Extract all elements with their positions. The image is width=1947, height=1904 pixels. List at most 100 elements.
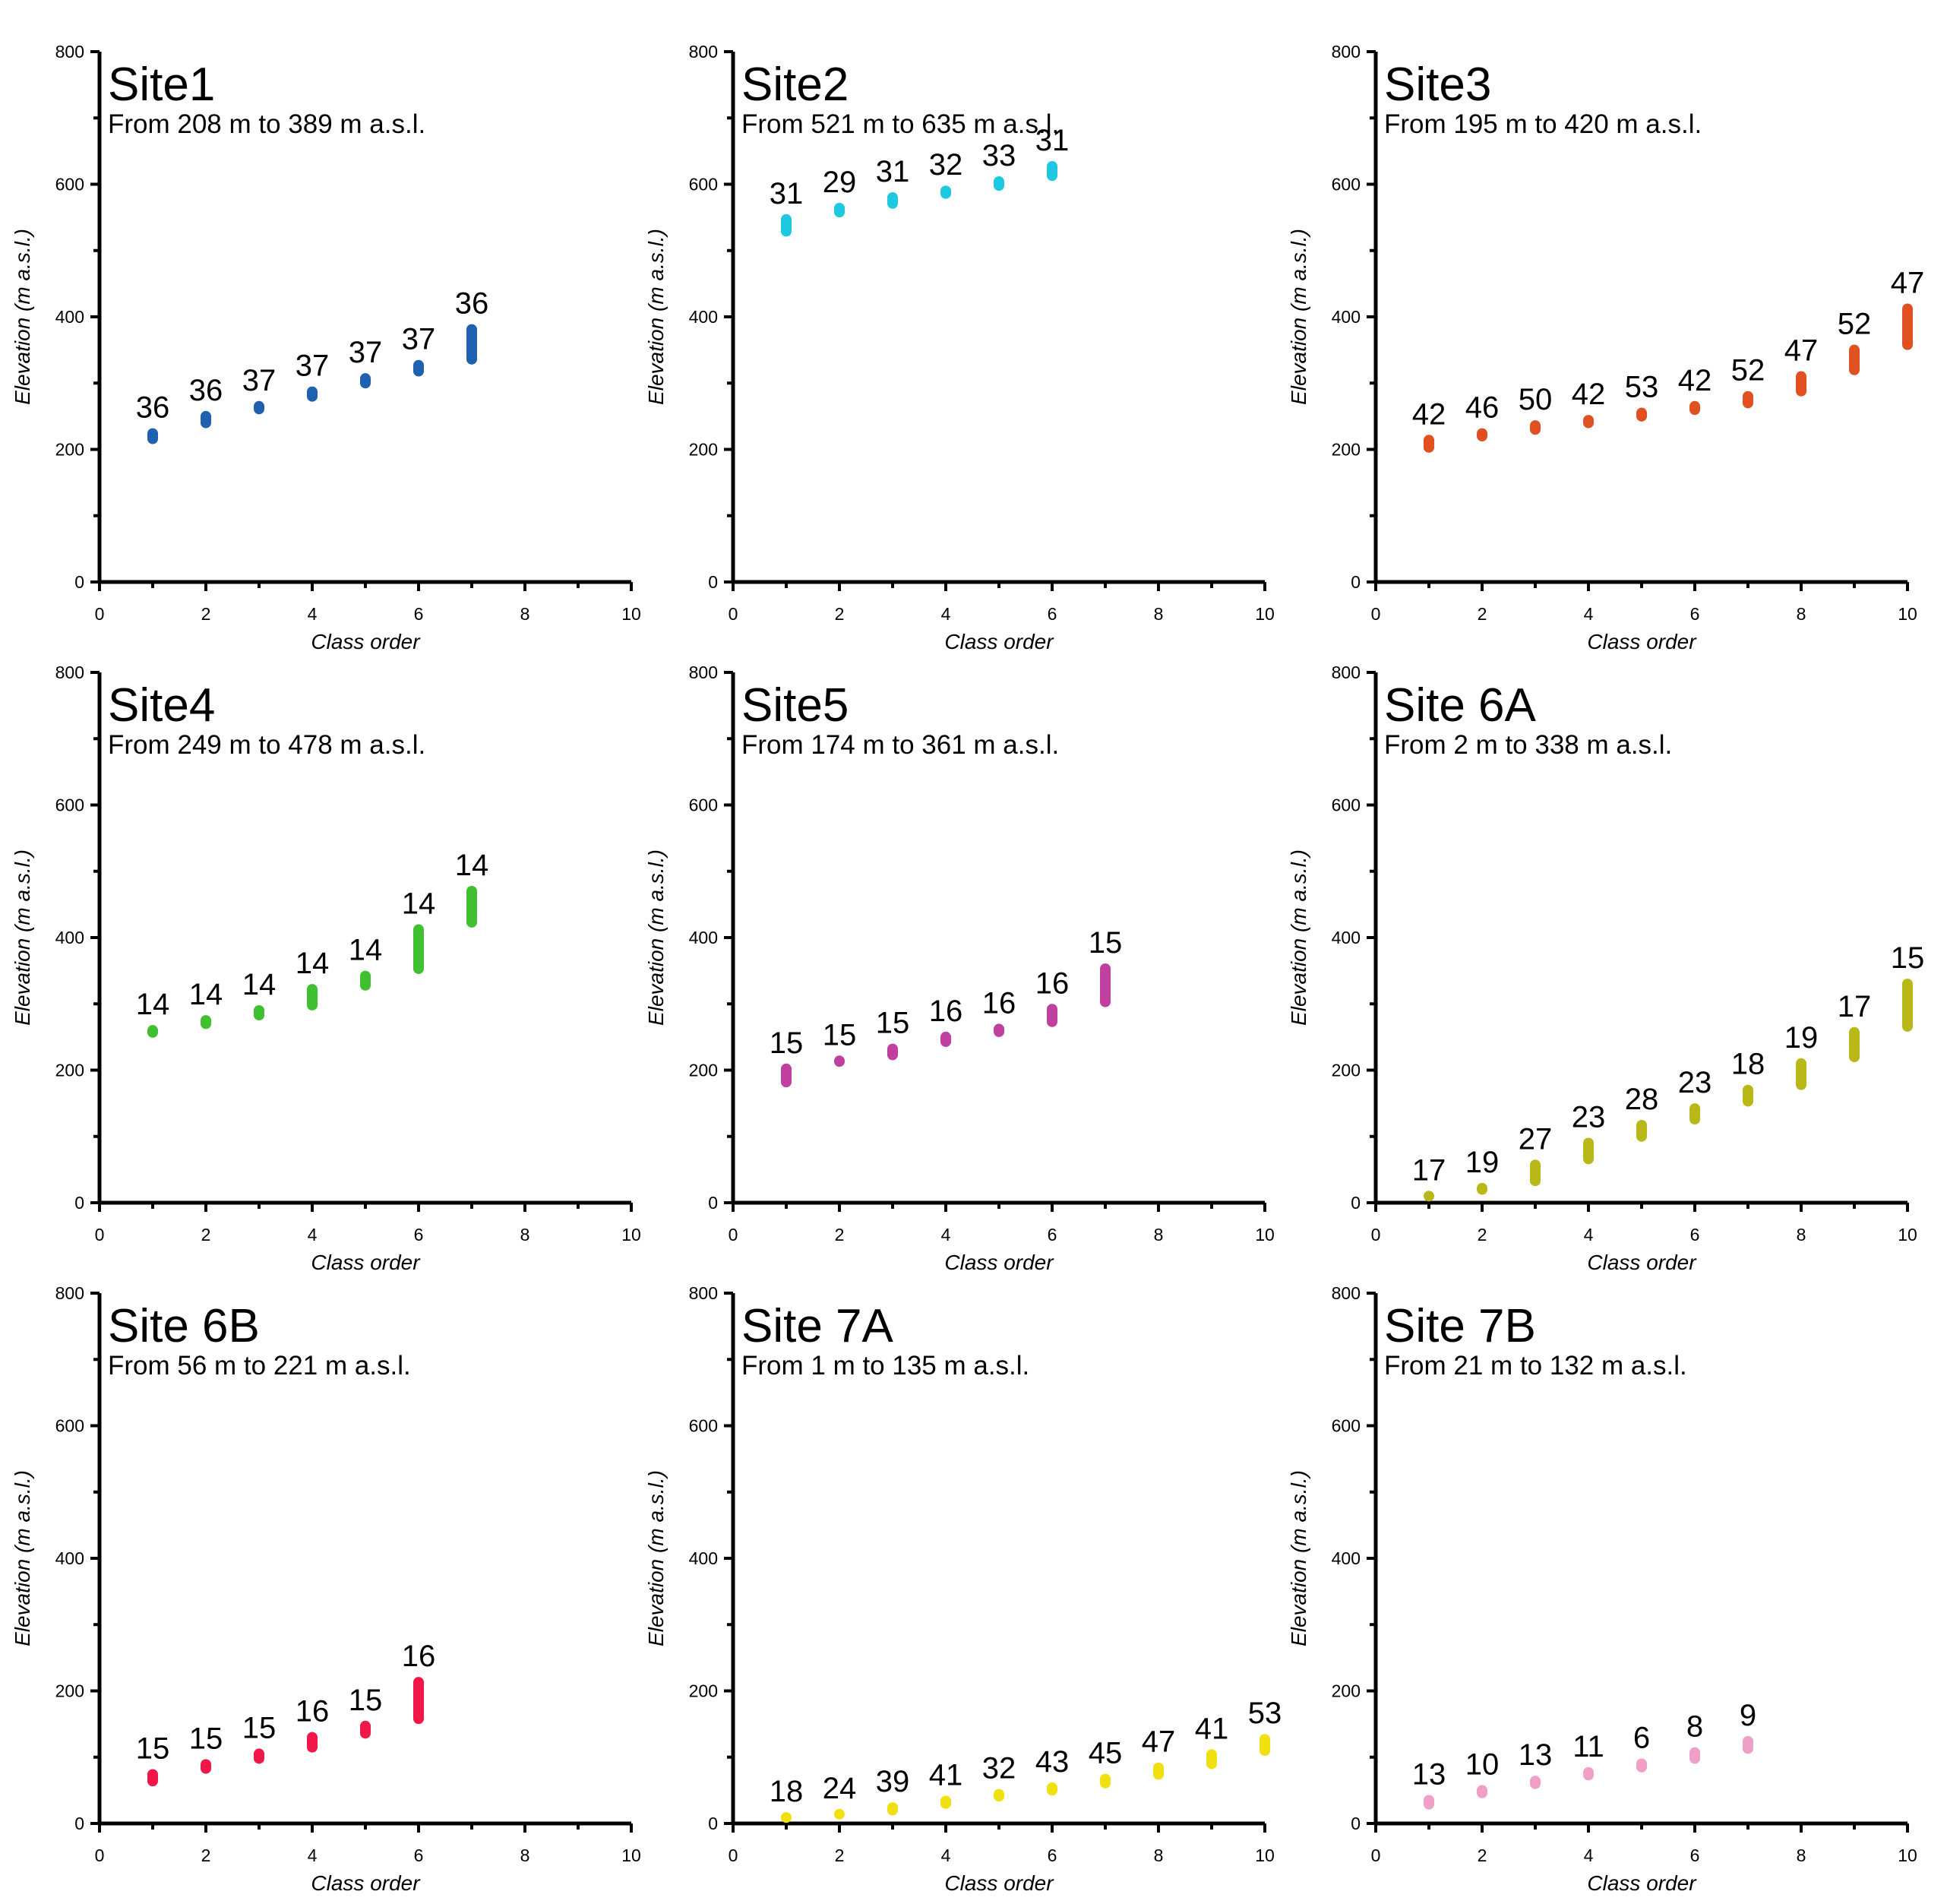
range-bar (1530, 1159, 1541, 1187)
y-tick-label: 0 (708, 572, 718, 592)
range-bar (994, 1023, 1004, 1037)
range-bar (1902, 303, 1913, 350)
bar-count-label: 15 (876, 1007, 910, 1040)
y-axis-title: Elevation (m a.s.l.) (644, 849, 668, 1026)
bar-count-label: 14 (296, 947, 330, 980)
range-bar (1583, 1137, 1594, 1165)
x-tick-label: 2 (835, 1225, 845, 1245)
range-bar (1583, 415, 1594, 429)
x-tick-label: 6 (1690, 1225, 1700, 1245)
x-axis-title: Class order (944, 630, 1054, 653)
bar-count-label: 15 (136, 1732, 170, 1765)
x-tick-label: 6 (1690, 1845, 1700, 1865)
bar-count-label: 47 (1891, 267, 1925, 300)
x-tick-label: 6 (414, 1845, 424, 1865)
x-tick-label: 2 (201, 1845, 211, 1865)
x-tick-label: 10 (1898, 1225, 1917, 1245)
x-axis-title: Class order (1587, 1251, 1697, 1274)
range-bar (940, 1031, 951, 1047)
range-bar (994, 176, 1004, 191)
y-tick-label: 200 (55, 440, 84, 460)
y-tick-label: 800 (689, 1283, 718, 1303)
y-tick-label: 600 (1332, 175, 1361, 195)
panel-title: Site2 (741, 59, 849, 111)
y-tick-label: 600 (55, 795, 84, 815)
y-tick-label: 600 (55, 175, 84, 195)
range-bar (1689, 1103, 1700, 1125)
x-tick-label: 0 (95, 1845, 105, 1865)
x-tick-label: 4 (941, 1225, 951, 1245)
y-tick-label: 200 (689, 1061, 718, 1080)
range-bar (360, 1720, 371, 1739)
range-bar (1636, 1758, 1647, 1773)
bar-count-label: 16 (982, 986, 1016, 1020)
y-tick-label: 800 (689, 663, 718, 682)
x-tick-label: 6 (1690, 604, 1700, 624)
bar-count-label: 16 (402, 1640, 436, 1673)
bar-count-label: 41 (1195, 1712, 1229, 1745)
x-tick-label: 8 (520, 1225, 530, 1245)
x-tick-label: 6 (1048, 1225, 1057, 1245)
y-tick-label: 200 (1332, 1061, 1361, 1080)
y-tick-label: 400 (1332, 1548, 1361, 1568)
y-tick-label: 400 (689, 928, 718, 947)
x-tick-label: 10 (621, 1225, 641, 1245)
range-bar (1477, 1785, 1487, 1798)
range-bar (834, 1055, 845, 1067)
panel-subtitle: From 521 m to 635 m a.s.l. (741, 109, 1059, 139)
range-bar (1424, 1191, 1434, 1202)
y-tick-label: 400 (55, 307, 84, 327)
bar-count-label: 15 (1089, 926, 1123, 960)
bar-count-label: 14 (402, 887, 436, 921)
x-tick-label: 2 (835, 604, 845, 624)
bar-count-label: 14 (189, 978, 223, 1011)
bar-count-label: 11 (1572, 1730, 1604, 1763)
range-bar (781, 213, 792, 237)
panel-subtitle: From 56 m to 221 m a.s.l. (108, 1351, 411, 1381)
range-bar (834, 1808, 845, 1820)
bar-count-label: 52 (1838, 308, 1872, 341)
panel-subtitle: From 208 m to 389 m a.s.l. (108, 109, 425, 139)
range-bar (307, 1732, 318, 1753)
bar-count-label: 14 (242, 968, 277, 1001)
x-tick-label: 6 (1048, 604, 1057, 624)
bar-count-label: 53 (1625, 371, 1659, 404)
x-tick-label: 10 (1898, 604, 1917, 624)
x-tick-label: 8 (1797, 604, 1806, 624)
y-tick-label: 800 (1332, 663, 1361, 682)
bar-count-label: 37 (296, 349, 330, 383)
panel-title: Site4 (108, 679, 215, 732)
x-tick-label: 2 (1478, 1845, 1487, 1865)
range-bar (1849, 344, 1860, 375)
range-bar (466, 885, 477, 928)
bar-count-label: 37 (349, 336, 383, 369)
bar-count-label: 32 (982, 1752, 1016, 1785)
bar-count-label: 19 (1465, 1146, 1500, 1179)
range-bar (1849, 1026, 1860, 1063)
range-bar (940, 1795, 951, 1809)
range-bar (201, 410, 211, 429)
y-tick-label: 400 (55, 1548, 84, 1568)
x-tick-label: 4 (308, 1225, 318, 1245)
range-bar (201, 1015, 211, 1029)
y-tick-label: 600 (689, 175, 718, 195)
range-bar (413, 359, 424, 377)
x-tick-label: 8 (520, 604, 530, 624)
panel-subtitle: From 1 m to 135 m a.s.l. (741, 1351, 1029, 1381)
bar-count-label: 36 (189, 374, 223, 407)
x-tick-label: 4 (1584, 1845, 1594, 1865)
range-bar (1047, 160, 1057, 182)
range-bar (1636, 1119, 1647, 1142)
bar-count-label: 15 (823, 1018, 857, 1052)
bar-count-label: 14 (349, 934, 383, 967)
x-axis-title: Class order (1587, 630, 1697, 653)
range-bar (1047, 1782, 1057, 1796)
range-bar (887, 1043, 898, 1061)
